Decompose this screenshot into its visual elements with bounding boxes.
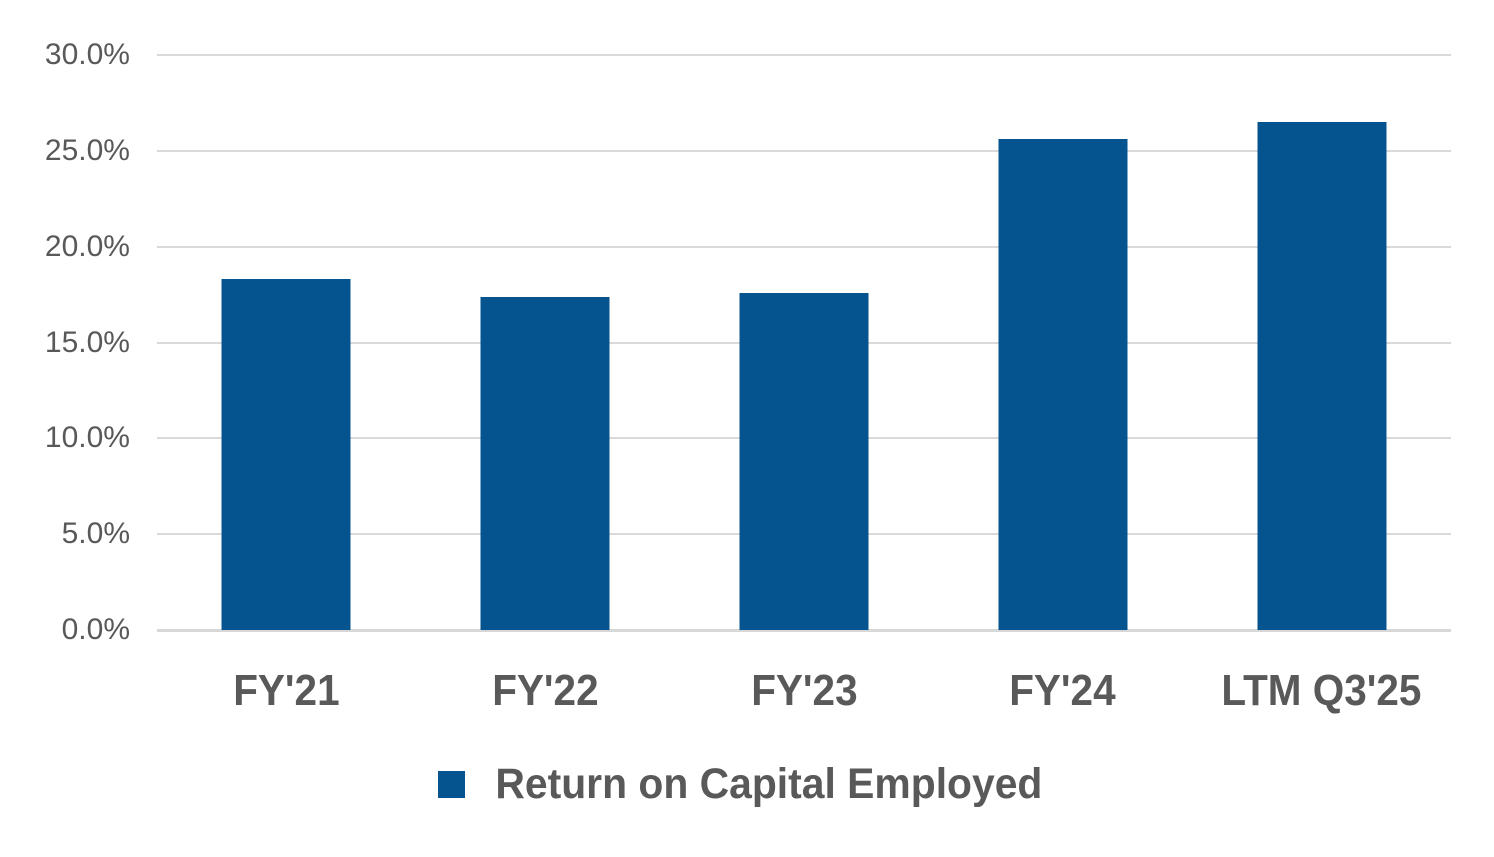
gridline-30 bbox=[157, 54, 1451, 56]
plot-area bbox=[157, 54, 1451, 632]
x-tick-label: LTM Q3'25 bbox=[1221, 666, 1422, 715]
gridline-20 bbox=[157, 245, 1451, 248]
y-tick-label: 5.0% bbox=[61, 517, 130, 551]
legend-label: Return on Capital Employed bbox=[495, 760, 1042, 808]
x-axis: FY'21 FY'22 FY'23 FY'24 LTM Q3'25 bbox=[157, 663, 1451, 718]
bar-cell bbox=[1192, 55, 1451, 630]
y-tick-label: 0.0% bbox=[61, 613, 130, 646]
y-axis: 30.0% 25.0% 20.0% 15.0% 10.0% 5.0% 0.0% bbox=[0, 38, 130, 646]
bar-cell bbox=[416, 55, 675, 630]
y-tick-label: 30.0% bbox=[44, 38, 130, 71]
bar-FY'24 bbox=[998, 139, 1128, 630]
y-tick-label: 10.0% bbox=[44, 421, 130, 455]
bar-FY'21 bbox=[221, 279, 351, 630]
y-tick-label: 15.0% bbox=[44, 325, 130, 359]
x-axis-line bbox=[157, 629, 1451, 632]
gridline-25 bbox=[157, 149, 1451, 152]
bar-cell bbox=[157, 55, 416, 630]
x-tick-label: FY'23 bbox=[750, 666, 858, 715]
bars-row bbox=[157, 55, 1451, 630]
x-tick-label: FY'21 bbox=[233, 666, 340, 715]
bar-cell bbox=[933, 55, 1192, 630]
bar-FY'23 bbox=[739, 292, 869, 630]
bar-FY'22 bbox=[480, 296, 610, 630]
bar-LTM Q3'25 bbox=[1257, 122, 1387, 630]
bar-cell bbox=[675, 55, 934, 630]
legend: Return on Capital Employed bbox=[0, 760, 1494, 808]
y-tick-label: 25.0% bbox=[44, 133, 130, 167]
y-tick-label: 20.0% bbox=[44, 229, 130, 263]
x-tick-label: FY'22 bbox=[492, 666, 599, 715]
legend-swatch-icon bbox=[437, 770, 465, 798]
x-tick-label: FY'24 bbox=[1009, 666, 1116, 715]
